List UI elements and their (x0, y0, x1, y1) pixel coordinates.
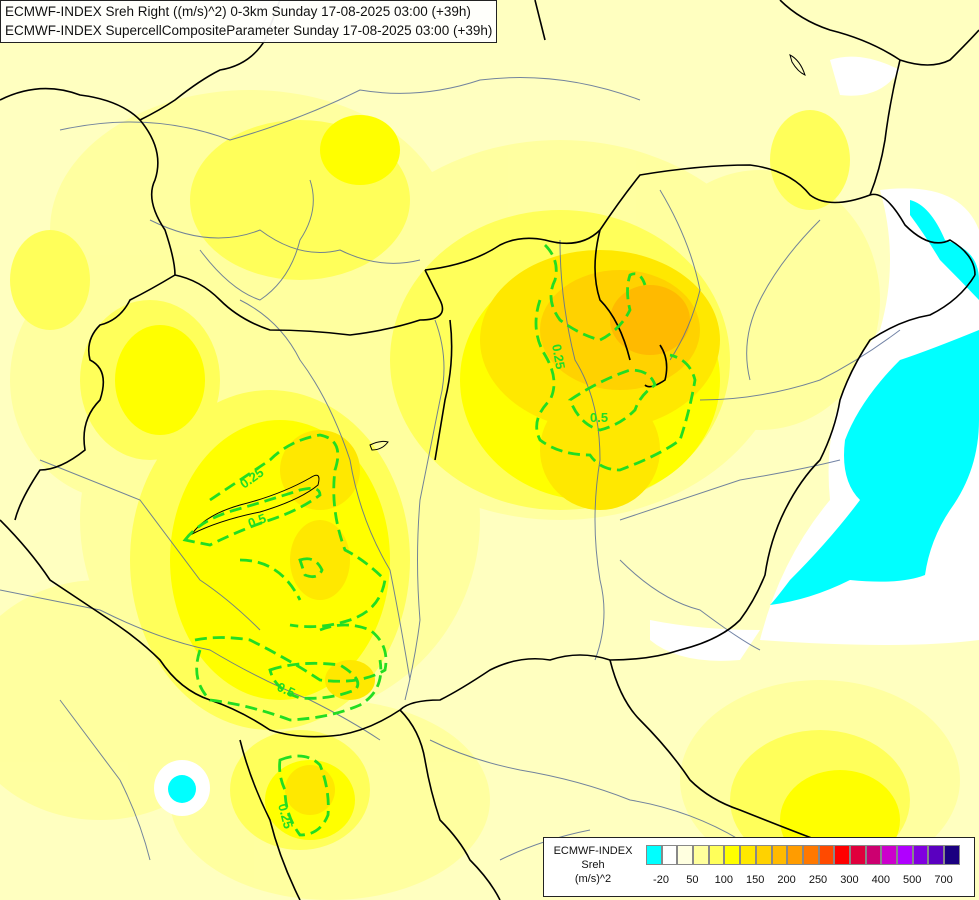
legend-swatch (693, 845, 709, 865)
legend-tick-label: 50 (686, 874, 699, 886)
legend-tick-label: 300 (840, 874, 859, 886)
legend-swatch (771, 845, 788, 865)
legend-swatch (865, 845, 882, 865)
map-title-box: ECMWF-INDEX Sreh Right ((m/s)^2) 0-3km S… (0, 0, 498, 43)
legend-swatch (897, 845, 913, 865)
rivers (0, 77, 901, 861)
contour-label: 0.5 (246, 511, 268, 531)
legend-tick-label: 100 (714, 874, 733, 886)
legend-swatch (755, 845, 772, 865)
legend-tick-label: 150 (746, 874, 765, 886)
legend-ticks: -20 50 100 150 200 250 300 400 500 700 (646, 874, 966, 890)
legend-swatch (928, 845, 945, 865)
legend-swatch (724, 845, 741, 865)
contour-label: 0.5 (275, 679, 298, 700)
title-line-sreh: ECMWF-INDEX Sreh Right ((m/s)^2) 0-3km S… (5, 4, 471, 19)
legend-model: ECMWF-INDEX (553, 845, 633, 857)
legend-tick-label: 200 (777, 874, 796, 886)
lakes (190, 54, 806, 536)
contour-label: 0.25 (549, 343, 568, 371)
title-line-scp: ECMWF-INDEX SupercellCompositeParameter … (5, 23, 493, 38)
sreh-field-light (0, 90, 960, 900)
legend-tick-label: 400 (871, 874, 890, 886)
legend-swatch (740, 845, 756, 865)
contour-label: 0.5 (590, 410, 608, 425)
sreh-high-region (168, 200, 979, 803)
legend-title: ECMWF-INDEX Sreh (m/s)^2 (544, 844, 642, 886)
legend-swatch (912, 845, 929, 865)
legend-swatch (708, 845, 725, 865)
legend-tick-label: -20 (653, 874, 669, 886)
legend-swatch (787, 845, 803, 865)
legend-swatch (646, 845, 662, 865)
legend-swatch (849, 845, 866, 865)
legend-swatch (677, 845, 694, 865)
scp-contours (182, 244, 697, 837)
legend-swatch (661, 845, 678, 865)
contour-label: 0.25 (275, 802, 296, 830)
legend-tick-label: 250 (808, 874, 828, 886)
color-legend: ECMWF-INDEX Sreh (m/s)^2 -20 50 100 150 200 2… (543, 837, 975, 897)
legend-unit: (m/s)^2 (574, 873, 612, 885)
legend-variable: Sreh (581, 859, 605, 871)
legend-swatches (646, 845, 960, 865)
legend-swatch (818, 845, 835, 865)
legend-tick-label: 500 (903, 874, 922, 886)
legend-swatch (834, 845, 850, 865)
legend-swatch (944, 845, 960, 865)
legend-swatch (802, 845, 819, 865)
legend-swatch (881, 845, 897, 865)
legend-tick-label: 700 (934, 874, 953, 886)
